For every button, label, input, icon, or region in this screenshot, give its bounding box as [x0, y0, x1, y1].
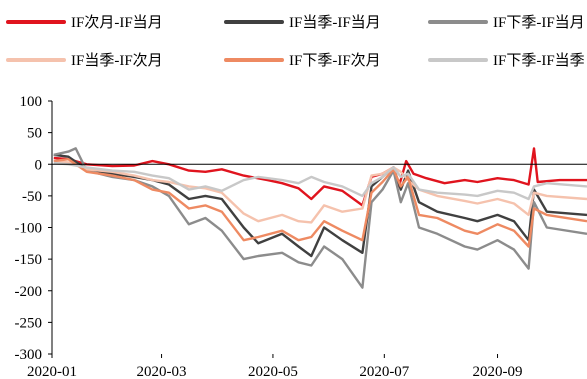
- legend-label: IF次月-IF当月: [71, 14, 163, 31]
- series-line: [53, 161, 587, 201]
- series-line: [53, 159, 587, 224]
- legend-label: IF下季-IF当月: [493, 14, 585, 31]
- x-tick-label: 2020-05: [248, 364, 298, 379]
- y-tick-label: -50: [22, 189, 42, 205]
- y-tick-label: -200: [15, 284, 43, 300]
- legend-label: IF当季-IF次月: [71, 52, 163, 69]
- series-line: [53, 147, 587, 289]
- x-tick-label: 2020-07: [359, 364, 409, 379]
- y-tick-label: 0: [35, 157, 43, 173]
- y-tick-label: -100: [15, 221, 43, 237]
- series-layer: [53, 147, 587, 289]
- legend-label: IF下季-IF当季: [493, 52, 585, 69]
- y-tick-label: 50: [27, 126, 42, 142]
- y-tick-label: -250: [15, 315, 43, 331]
- legend: IF次月-IF当月 IF当季-IF当月 IF下季-IF当月 IF当季-IF次月 IF下季…: [6, 14, 585, 69]
- y-tick-label: -300: [15, 347, 43, 363]
- y-tick-label: -150: [15, 252, 43, 268]
- x-tick-label: 2020-09: [473, 364, 523, 379]
- y-tick-label: 100: [20, 94, 43, 110]
- legend-label: IF当季-IF当月: [289, 14, 381, 31]
- legend-label: IF下季-IF次月: [289, 52, 381, 69]
- x-tick-label: 2020-03: [137, 364, 187, 379]
- series-line: [53, 158, 587, 248]
- series-line: [53, 153, 587, 258]
- x-tick-label: 2020-01: [27, 364, 77, 379]
